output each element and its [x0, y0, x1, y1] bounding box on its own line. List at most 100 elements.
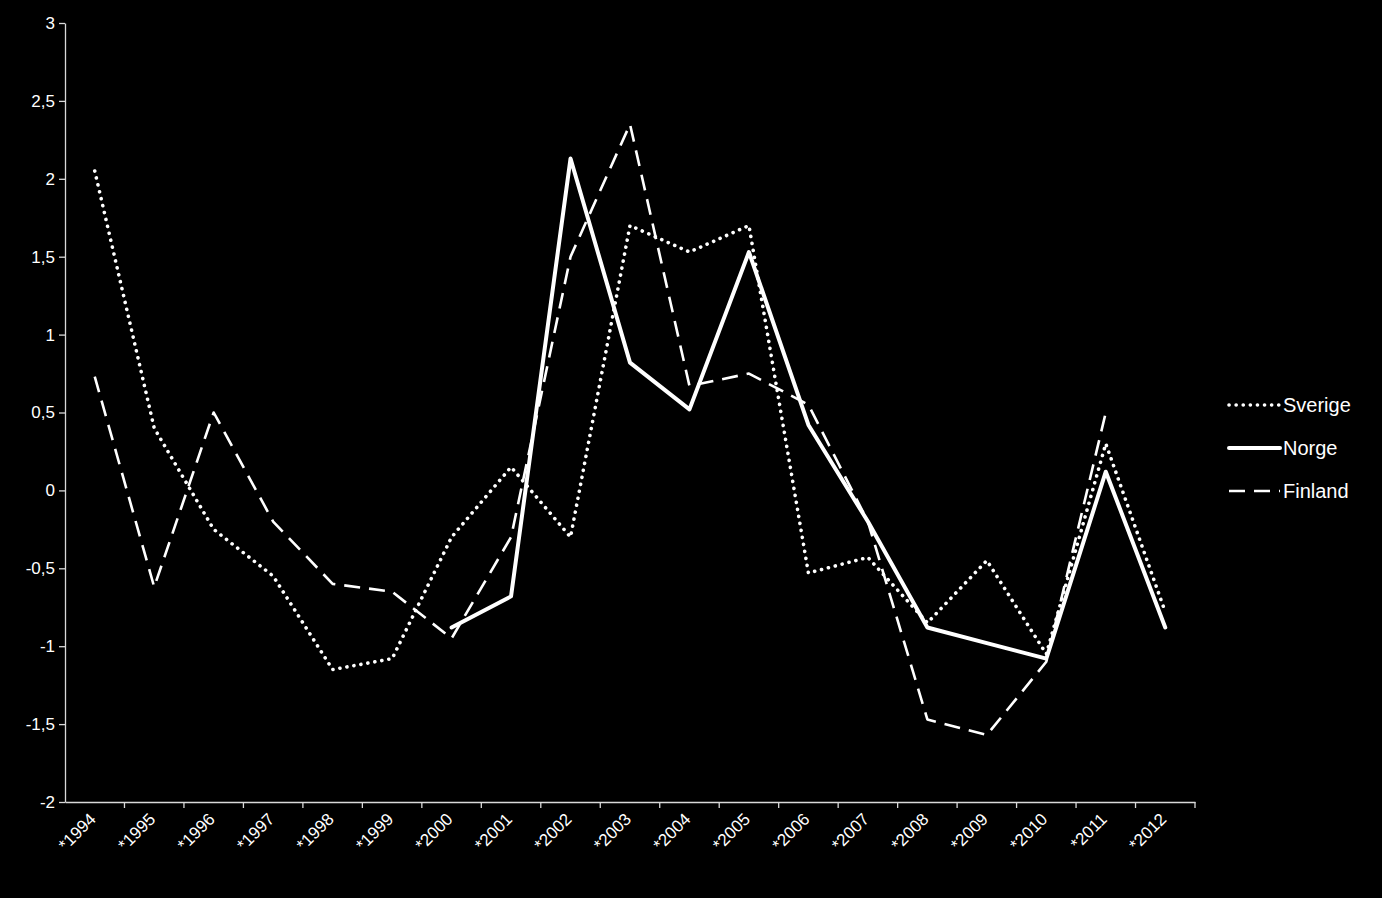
legend-swatch — [1229, 403, 1280, 407]
x-tick-mark — [302, 802, 303, 808]
y-tick-mark — [59, 412, 65, 413]
series-line — [95, 124, 1106, 735]
legend-label: Sverige — [1283, 394, 1351, 416]
x-tick-mark — [956, 802, 957, 808]
y-tick: 0,5 — [31, 403, 65, 422]
x-tick: *1994 — [55, 802, 125, 854]
x-tick-mark — [1135, 802, 1136, 808]
x-tick: *2006 — [769, 802, 839, 854]
x-tick-label: *1996 — [174, 810, 219, 855]
x-tick-label: *1998 — [293, 810, 338, 855]
y-axis: -2 -1,5 -1 -0,5 0 0,5 1 1,5 2 2,5 3 — [26, 14, 66, 812]
x-tick-mark — [481, 802, 482, 808]
legend-swatch — [1229, 490, 1280, 493]
y-tick-label: -1,5 — [26, 715, 55, 734]
y-tick-label: 3 — [46, 14, 55, 33]
y-tick-label: -2 — [40, 793, 55, 812]
chart: -2 -1,5 -1 -0,5 0 0,5 1 1,5 2 2,5 3 *1994 *1995 *1996… — [0, 0, 1382, 898]
y-tick-mark — [59, 257, 65, 258]
x-tick: *2003 — [590, 802, 660, 854]
x-tick: *2010 — [1006, 802, 1076, 854]
x-tick-mark — [897, 802, 898, 808]
legend-swatch — [1229, 446, 1280, 450]
x-tick: *2000 — [412, 802, 482, 854]
x-tick-mark — [183, 802, 184, 808]
x-tick: *1998 — [293, 802, 363, 854]
y-tick-label: 0,5 — [31, 403, 55, 422]
x-tick-label: *2011 — [1067, 810, 1111, 854]
x-tick-label: *2009 — [947, 810, 992, 855]
y-tick-mark — [59, 646, 65, 647]
y-tick: 1 — [46, 326, 65, 345]
plot-area — [95, 124, 1166, 735]
x-tick-label: *2000 — [412, 810, 457, 855]
x-tick: *2004 — [650, 802, 720, 854]
x-tick: *2012 — [1125, 802, 1195, 854]
y-tick-mark — [59, 802, 65, 803]
y-tick-label: -0,5 — [26, 559, 55, 578]
x-tick: *2009 — [947, 802, 1017, 854]
x-tick-label: *2008 — [888, 810, 933, 855]
y-tick-label: -1 — [40, 637, 55, 656]
y-tick-label: 0 — [46, 481, 55, 500]
x-tick-label: *2007 — [828, 810, 873, 855]
legend-label: Finland — [1283, 480, 1349, 502]
x-tick-label: *2002 — [531, 810, 576, 855]
y-tick-mark — [59, 568, 65, 569]
x-tick-mark — [719, 802, 720, 808]
x-tick: *2001 — [471, 802, 541, 854]
x-tick-mark — [1075, 802, 1076, 808]
y-tick-mark — [59, 724, 65, 725]
x-tick-mark — [1194, 802, 1195, 808]
y-tick: 0 — [46, 481, 65, 500]
x-tick-label: *1997 — [233, 810, 278, 855]
y-tick-mark — [59, 101, 65, 102]
y-tick-mark — [59, 23, 65, 24]
y-tick: 2,5 — [31, 92, 65, 111]
y-tick: 3 — [46, 14, 65, 33]
y-tick-mark — [59, 179, 65, 180]
y-tick-label: 2 — [46, 170, 55, 189]
x-tick-mark — [540, 802, 541, 808]
background — [0, 0, 1382, 898]
y-tick: -1,5 — [26, 715, 65, 734]
x-tick: *2011 — [1067, 802, 1136, 854]
x-tick-label: *2006 — [769, 810, 814, 855]
x-tick: *2007 — [828, 802, 898, 854]
y-tick: -2 — [40, 793, 65, 812]
y-tick-label: 1,5 — [31, 248, 55, 267]
x-tick-mark — [1016, 802, 1017, 808]
y-tick-label: 1 — [46, 326, 55, 345]
y-tick: -1 — [40, 637, 65, 656]
x-axis-line — [66, 802, 1196, 803]
x-tick-mark — [421, 802, 422, 808]
y-tick-mark — [59, 334, 65, 335]
x-tick-mark — [600, 802, 601, 808]
x-tick: *2008 — [888, 802, 958, 854]
y-tick: 1,5 — [31, 248, 65, 267]
x-tick-label: *1995 — [114, 810, 159, 855]
x-tick-label: *2012 — [1125, 810, 1170, 855]
y-tick: -0,5 — [26, 559, 65, 578]
x-tick-mark — [362, 802, 363, 808]
x-axis: *1994 *1995 *1996 *1997 *1998 *1999 *2000 *2001… — [55, 802, 1196, 854]
x-tick-label: *1994 — [55, 810, 100, 855]
x-tick-mark — [778, 802, 779, 808]
x-tick: *1996 — [174, 802, 244, 854]
y-tick-label: 2,5 — [31, 92, 55, 111]
x-tick: *1999 — [352, 802, 422, 854]
series-line — [452, 159, 1166, 659]
x-tick-mark — [124, 802, 125, 808]
x-tick-label: *2010 — [1006, 810, 1051, 855]
x-tick-mark — [838, 802, 839, 808]
y-tick-mark — [59, 490, 65, 491]
x-tick: *2002 — [531, 802, 601, 854]
x-tick: *2005 — [709, 802, 779, 854]
x-tick: *1997 — [233, 802, 303, 854]
x-tick-label: *2004 — [650, 810, 695, 855]
legend: SverigeNorgeFinland — [1229, 394, 1351, 502]
x-tick-mark — [243, 802, 244, 808]
x-tick-label: *2003 — [590, 810, 635, 855]
x-tick-label: *2005 — [709, 810, 754, 855]
x-tick-label: *1999 — [352, 810, 397, 855]
